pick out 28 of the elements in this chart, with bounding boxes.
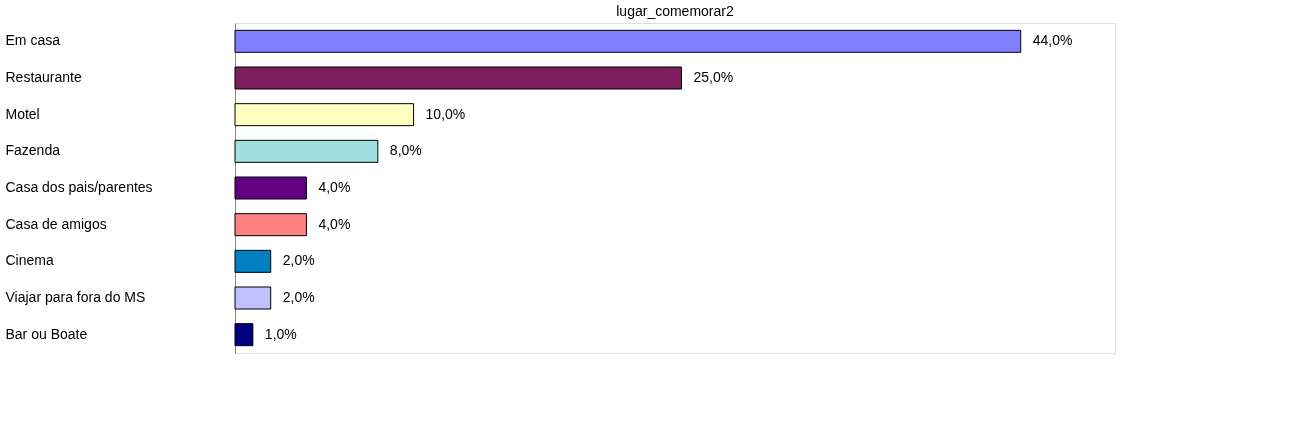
y-tick-label: Casa dos pais/parentes — [5, 179, 153, 195]
chart-title: lugar_comemorar2 — [616, 3, 734, 19]
data-label: 8,0% — [389, 142, 422, 159]
data-label: 44,0% — [1032, 32, 1073, 49]
bar — [234, 213, 307, 237]
bar — [234, 323, 254, 347]
y-tick-label: Cinema — [5, 252, 54, 269]
bar — [234, 176, 307, 200]
data-label: 2,0% — [282, 252, 315, 269]
bar — [234, 139, 379, 163]
y-tick-label: Restaurante — [5, 69, 82, 85]
data-label: 4,0% — [318, 215, 351, 232]
data-label: 1,0% — [264, 325, 297, 342]
y-tick-label: Em casa — [5, 32, 61, 49]
data-label: 4,0% — [318, 179, 351, 195]
y-tick-label: Bar ou Boate — [5, 325, 88, 342]
y-tick-label: Motel — [5, 105, 40, 122]
data-label: 2,0% — [282, 289, 315, 305]
bar — [234, 66, 682, 90]
data-label: 25,0% — [693, 69, 734, 85]
bar — [234, 29, 1022, 53]
y-tick-label: Casa de amigos — [5, 215, 107, 232]
y-tick-label: Fazenda — [5, 142, 61, 159]
bar — [234, 103, 415, 127]
data-label: 10,0% — [425, 105, 466, 122]
bar — [234, 249, 272, 273]
y-tick-label: Viajar para fora do MS — [5, 289, 146, 305]
bar — [234, 286, 272, 310]
